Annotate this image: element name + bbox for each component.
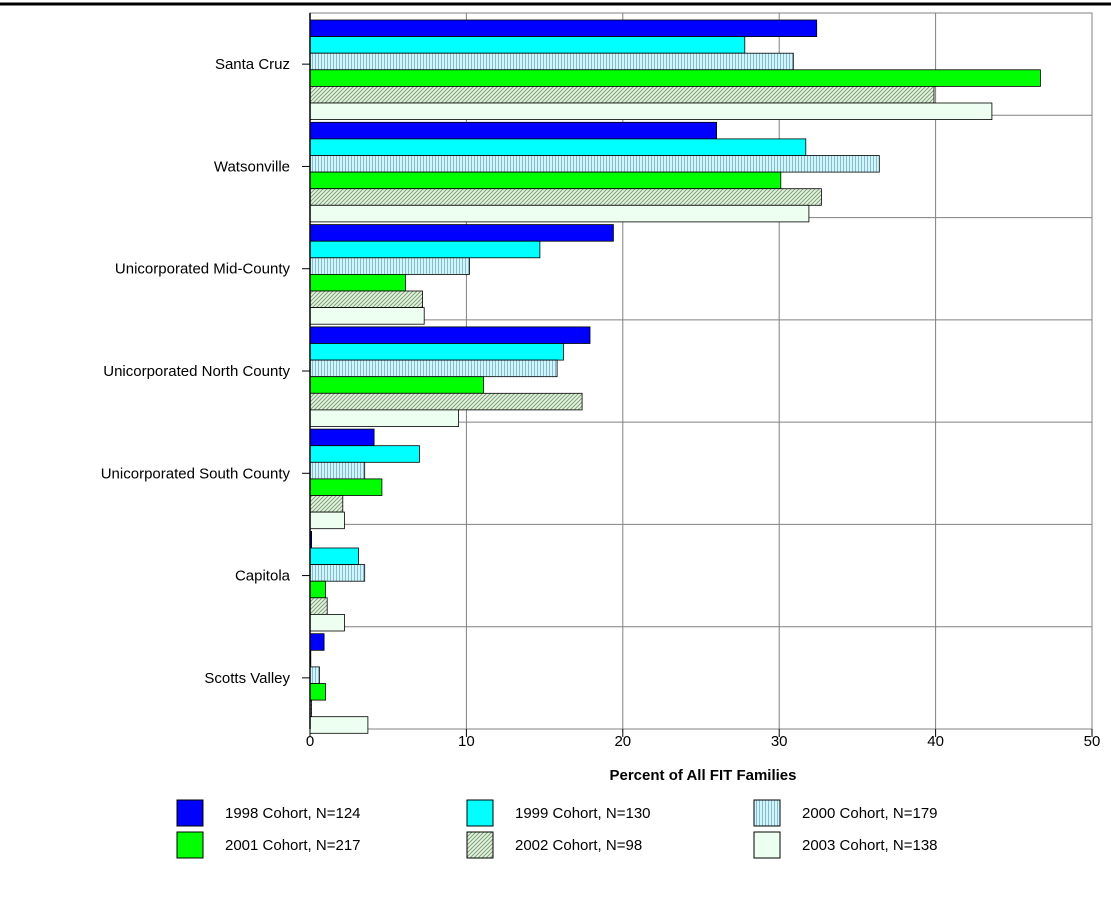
legend-swatch xyxy=(176,831,204,859)
legend-label: 1998 Cohort, N=124 xyxy=(225,805,361,822)
bar xyxy=(309,52,794,71)
bar xyxy=(309,392,583,411)
x-tick-label: 50 xyxy=(1084,733,1101,750)
bar xyxy=(309,188,822,206)
bar xyxy=(309,580,327,599)
category-label: Santa Cruz xyxy=(215,56,290,73)
labels: Santa Cruz Watsonville Unicorporated Mid-C… xyxy=(101,56,1101,750)
legend-label: 2002 Cohort, N=98 xyxy=(515,837,642,854)
x-tick-label: 40 xyxy=(927,733,944,750)
bar xyxy=(309,19,818,38)
legend-label: 1999 Cohort, N=130 xyxy=(515,805,651,822)
bar xyxy=(309,461,366,480)
bar xyxy=(309,102,993,121)
bar xyxy=(309,171,782,190)
legend-swatch xyxy=(466,831,494,859)
category-label: Unicorporated North County xyxy=(103,363,290,380)
legend-label: 2001 Cohort, N=217 xyxy=(225,837,361,854)
bar xyxy=(309,633,325,651)
bar xyxy=(309,495,344,513)
bar xyxy=(309,428,375,447)
bar xyxy=(309,257,470,275)
bar xyxy=(309,224,614,242)
legend-item: 2003 Cohort, N=138 xyxy=(753,831,938,859)
bar xyxy=(309,343,564,361)
bar xyxy=(309,511,345,530)
bar xyxy=(309,273,406,292)
category-label: Scotts Valley xyxy=(204,670,290,687)
legend-label: 2003 Cohort, N=138 xyxy=(802,837,938,854)
bar xyxy=(309,69,1041,87)
legend-item: 1998 Cohort, N=124 xyxy=(176,799,361,827)
category-label: Unicorporated South County xyxy=(101,465,291,482)
x-tick-label: 20 xyxy=(614,733,631,750)
category-label: Watsonville xyxy=(214,158,290,175)
bar xyxy=(309,240,541,259)
bar xyxy=(309,376,485,394)
axes xyxy=(302,13,1093,737)
bar xyxy=(309,597,328,615)
legend-item: 2000 Cohort, N=179 xyxy=(753,799,938,827)
bar xyxy=(309,204,810,223)
legend-item: 1999 Cohort, N=130 xyxy=(466,799,651,827)
category-label: Capitola xyxy=(235,568,291,585)
bar xyxy=(309,547,359,566)
legend-swatch xyxy=(466,799,494,827)
bar xyxy=(309,138,807,156)
bar xyxy=(309,290,423,309)
x-axis-title: Percent of All FIT Families xyxy=(610,767,797,784)
bar xyxy=(309,36,746,54)
bar xyxy=(309,683,327,701)
bar xyxy=(309,478,383,496)
legend: 1998 Cohort, N=124 1999 Cohort, N=130 2000… xyxy=(176,799,938,859)
bar xyxy=(309,307,425,325)
legend-swatch xyxy=(753,799,781,827)
x-tick-label: 0 xyxy=(306,733,314,750)
bar xyxy=(309,155,880,173)
bar xyxy=(309,86,935,104)
bars xyxy=(309,19,1041,734)
bar xyxy=(309,326,591,344)
legend-item: 2002 Cohort, N=98 xyxy=(466,831,642,859)
x-tick-label: 10 xyxy=(458,733,475,750)
bar xyxy=(309,359,558,378)
legend-swatch xyxy=(176,799,204,827)
bar xyxy=(309,666,320,684)
bar xyxy=(309,445,420,463)
bar xyxy=(309,716,369,734)
x-tick-label: 30 xyxy=(771,733,788,750)
bar xyxy=(309,121,718,140)
bar xyxy=(309,409,460,427)
legend-label: 2000 Cohort, N=179 xyxy=(802,805,938,822)
legend-swatch xyxy=(753,831,781,859)
bar xyxy=(309,564,366,582)
category-label: Unicorporated Mid-County xyxy=(115,261,291,278)
bar xyxy=(309,614,345,632)
legend-item: 2001 Cohort, N=217 xyxy=(176,831,361,859)
